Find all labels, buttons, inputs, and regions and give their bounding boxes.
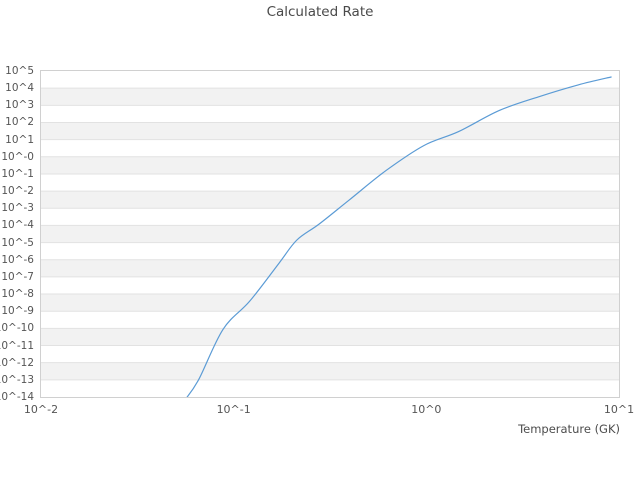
y-tick-label: 10^5 [5,64,34,77]
y-tick-label: 10^-5 [1,236,34,249]
y-tick-label: 10^-6 [1,253,34,266]
y-tick-label: 10^-13 [0,373,34,386]
y-tick-label: 10^-10 [0,322,34,335]
y-tick-label: 10^-3 [1,202,34,214]
x-tick-label: 10^0 [411,403,442,416]
y-tick-label: 10^2 [5,116,34,129]
decade-band [41,156,619,174]
y-tick-label: 10^-11 [0,339,34,352]
decade-band [41,88,619,106]
y-tick-label: 10^-7 [1,270,34,283]
rate-plot-svg [41,76,619,397]
plot-area [40,70,620,398]
y-tick-label: 10^-9 [1,304,34,317]
chart-title: Calculated Rate [266,4,374,20]
y-tick-label: 10^-4 [1,219,34,232]
decade-band [41,259,619,277]
decade-band [41,362,619,380]
decade-band [41,191,619,209]
x-axis-title: Temperature (GK) [518,422,620,436]
x-tick-label: 10^-1 [216,403,251,416]
y-tick-label: 10^-2 [1,184,34,197]
x-tick-label: 10^-2 [23,403,59,416]
y-tick-label: 10^3 [5,99,34,112]
decade-band [41,122,619,140]
decade-band [41,225,619,243]
decade-band [41,294,619,312]
decade-band [41,328,619,346]
y-tick-label: 10^1 [5,133,34,146]
y-tick-label: 10^-0 [1,150,34,163]
y-tick-label: 10^4 [5,81,34,94]
x-tick-label: 10^1 [603,403,635,416]
y-tick-label: 10^-1 [1,167,34,180]
y-tick-label: 10^-12 [0,356,34,369]
y-tick-label: 10^-14 [0,390,34,403]
rate-curve [186,76,612,397]
y-tick-label: 10^-8 [1,287,34,300]
